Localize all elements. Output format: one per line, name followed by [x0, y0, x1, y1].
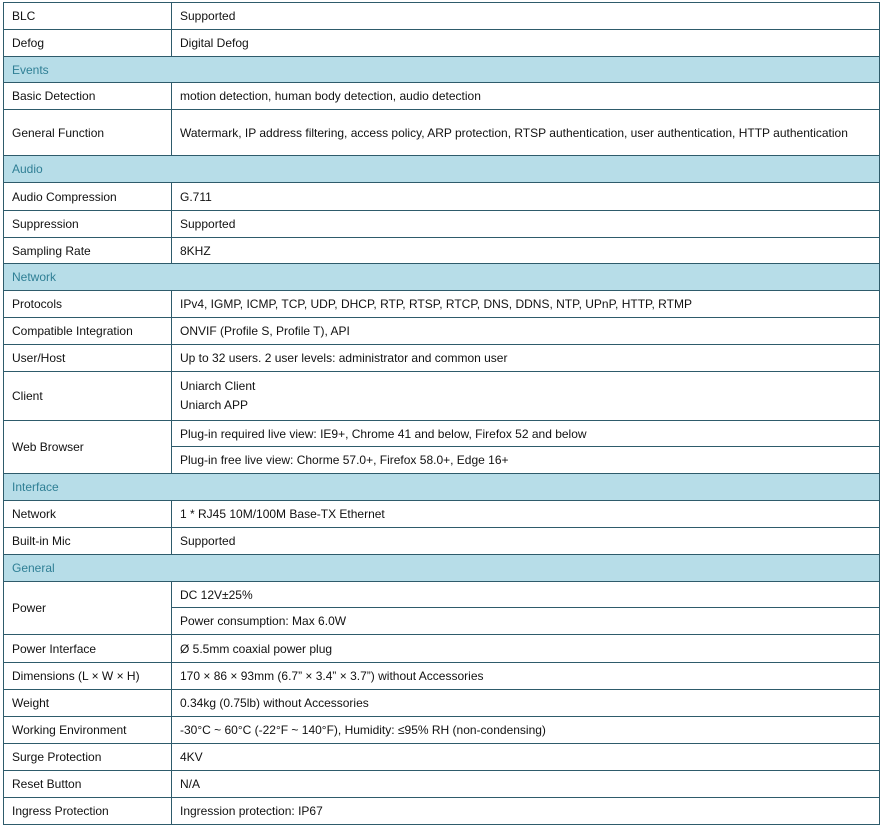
spec-row-reset-button: Reset Button N/A	[3, 770, 880, 798]
section-title: General	[3, 554, 880, 582]
spec-value: ONVIF (Profile S, Profile T), API	[171, 317, 880, 345]
spec-value: 0.34kg (0.75lb) without Accessories	[171, 689, 880, 717]
spec-value: 4KV	[171, 743, 880, 771]
spec-label: Reset Button	[3, 770, 172, 798]
spec-label: Web Browser	[3, 420, 172, 474]
spec-value: Power consumption: Max 6.0W	[171, 607, 880, 635]
section-header-network: Network	[3, 263, 880, 291]
spec-value: Digital Defog	[171, 29, 880, 57]
section-title: Network	[3, 263, 880, 291]
spec-label: General Function	[3, 109, 172, 156]
spec-label: Power Interface	[3, 634, 172, 663]
spec-row-blc: BLC Supported	[3, 2, 880, 30]
spec-label: Weight	[3, 689, 172, 717]
spec-row-surge-protection: Surge Protection 4KV	[3, 743, 880, 771]
spec-label: Network	[3, 500, 172, 528]
spec-row-weight: Weight 0.34kg (0.75lb) without Accessorie…	[3, 689, 880, 717]
spec-value: Supported	[171, 2, 880, 30]
spec-row-dimensions-l-w-h: Dimensions (L × W × H) 170 × 86 × 93mm (6…	[3, 662, 880, 690]
spec-label: Power	[3, 581, 172, 635]
spec-value: 1 * RJ45 10M/100M Base-TX Ethernet	[171, 500, 880, 528]
spec-row-basic-detection: Basic Detection motion detection, human b…	[3, 82, 880, 110]
section-title: Interface	[3, 473, 880, 501]
spec-value: Supported	[171, 527, 880, 555]
spec-table: BLC Supported Defog Digital Defog Events Basi…	[3, 2, 880, 825]
spec-row-ingress-protection: Ingress Protection Ingression protection:…	[3, 797, 880, 825]
spec-row-suppression: Suppression Supported	[3, 210, 880, 238]
spec-label: Dimensions (L × W × H)	[3, 662, 172, 690]
spec-label: Working Environment	[3, 716, 172, 744]
spec-row-defog: Defog Digital Defog	[3, 29, 880, 57]
spec-label: Surge Protection	[3, 743, 172, 771]
spec-value: Plug-in free live view: Chorme 57.0+, Fi…	[171, 446, 880, 474]
spec-label: Audio Compression	[3, 182, 172, 211]
spec-row-compatible-integration: Compatible Integration ONVIF (Profile S, …	[3, 317, 880, 345]
spec-label: Built-in Mic	[3, 527, 172, 555]
spec-value: Ø 5.5mm coaxial power plug	[171, 634, 880, 663]
spec-row-protocols: Protocols IPv4, IGMP, ICMP, TCP, UDP, DHC…	[3, 290, 880, 318]
spec-value: DC 12V±25%	[171, 581, 880, 608]
spec-label: User/Host	[3, 344, 172, 372]
spec-label: Protocols	[3, 290, 172, 318]
spec-row-network: Network 1 * RJ45 10M/100M Base-TX Etherne…	[3, 500, 880, 528]
section-title: Audio	[3, 155, 880, 183]
spec-value-line: Uniarch APP	[180, 398, 249, 412]
spec-subrow: Power consumption: Max 6.0W	[4, 607, 880, 635]
spec-value: Supported	[171, 210, 880, 238]
spec-row-audio-compression: Audio Compression G.711	[3, 182, 880, 211]
spec-value: Ingression protection: IP67	[171, 797, 880, 825]
spec-row-general-function: General Function Watermark, IP address fi…	[3, 109, 880, 156]
spec-value: Plug-in required live view: IE9+, Chrome…	[171, 420, 880, 447]
spec-label: BLC	[3, 2, 172, 30]
spec-value: 8KHZ	[171, 237, 880, 264]
spec-value: Uniarch Client Uniarch APP	[171, 371, 880, 421]
spec-label: Suppression	[3, 210, 172, 238]
spec-row-web-browser: Web Browser Plug-in required live view: I…	[3, 420, 880, 474]
spec-value: motion detection, human body detection, …	[171, 82, 880, 110]
spec-label: Ingress Protection	[3, 797, 172, 825]
spec-row-user-host: User/Host Up to 32 users. 2 user levels: …	[3, 344, 880, 372]
spec-value: 170 × 86 × 93mm (6.7” × 3.4” × 3.7”) wit…	[171, 662, 880, 690]
spec-row-power: Power DC 12V±25%	[3, 581, 880, 635]
spec-label: Compatible Integration	[3, 317, 172, 345]
spec-value: IPv4, IGMP, ICMP, TCP, UDP, DHCP, RTP, R…	[171, 290, 880, 318]
spec-value: Up to 32 users. 2 user levels: administr…	[171, 344, 880, 372]
spec-label: Client	[3, 371, 172, 421]
spec-value: N/A	[171, 770, 880, 798]
spec-label: Basic Detection	[3, 82, 172, 110]
section-header-general: General	[3, 554, 880, 582]
spec-label: Sampling Rate	[3, 237, 172, 264]
spec-value: G.711	[171, 182, 880, 211]
spec-value-line: Uniarch Client	[180, 379, 256, 393]
spec-label: Defog	[3, 29, 172, 57]
spec-row-client: Client Uniarch Client Uniarch APP	[3, 371, 880, 421]
spec-subrow: Plug-in free live view: Chorme 57.0+, Fi…	[4, 446, 880, 474]
spec-row-working-environment: Working Environment -30°C ~ 60°C (-22°F ~…	[3, 716, 880, 744]
section-title: Events	[3, 56, 880, 83]
spec-value: Watermark, IP address filtering, access …	[171, 109, 880, 156]
section-header-audio: Audio	[3, 155, 880, 183]
spec-value: -30°C ~ 60°C (-22°F ~ 140°F), Humidity: …	[171, 716, 880, 744]
section-header-interface: Interface	[3, 473, 880, 501]
spec-row-sampling-rate: Sampling Rate 8KHZ	[3, 237, 880, 264]
spec-row-power-interface: Power Interface Ø 5.5mm coaxial power plu…	[3, 634, 880, 663]
section-header-events: Events	[3, 56, 880, 83]
spec-row-built-in-mic: Built-in Mic Supported	[3, 527, 880, 555]
